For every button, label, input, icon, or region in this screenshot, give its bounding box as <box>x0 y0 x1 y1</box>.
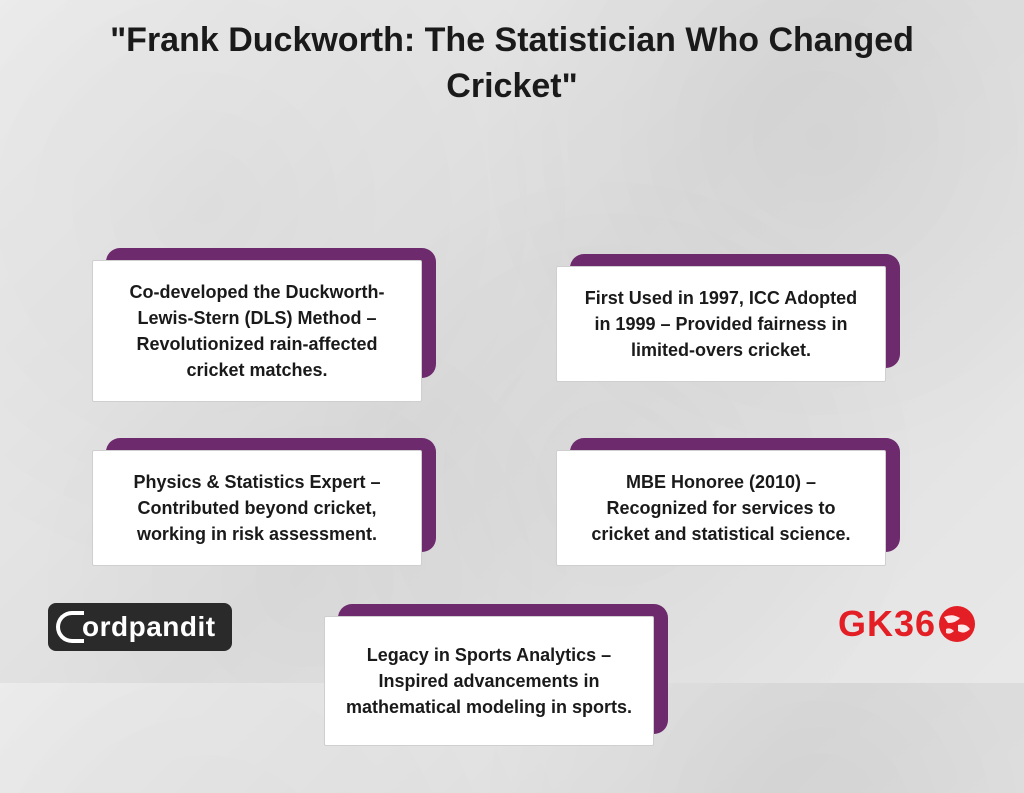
logo-gk360: GK36 <box>838 603 976 645</box>
card-text: Physics & Statistics Expert – Contribute… <box>111 469 403 547</box>
logo-wordpandit-box: ordpandit <box>48 603 232 651</box>
globe-icon <box>938 605 976 643</box>
logo-wordpandit-arc-icon <box>56 611 84 643</box>
card-body: MBE Honoree (2010) – Recognized for serv… <box>556 450 886 566</box>
card-text: MBE Honoree (2010) – Recognized for serv… <box>575 469 867 547</box>
card-text: Legacy in Sports Analytics – Inspired ad… <box>343 642 635 720</box>
logo-36-text: 36 <box>894 603 936 645</box>
logo-gk-text: GK <box>838 603 894 645</box>
card-text: Co-developed the Duckworth-Lewis-Stern (… <box>111 279 403 383</box>
info-card: Physics & Statistics Expert – Contribute… <box>92 450 422 564</box>
card-body: Legacy in Sports Analytics – Inspired ad… <box>324 616 654 746</box>
info-card: MBE Honoree (2010) – Recognized for serv… <box>556 450 886 564</box>
card-body: First Used in 1997, ICC Adopted in 1999 … <box>556 266 886 382</box>
card-text: First Used in 1997, ICC Adopted in 1999 … <box>575 285 867 363</box>
logo-wordpandit: ordpandit <box>48 603 232 651</box>
info-card: Legacy in Sports Analytics – Inspired ad… <box>324 616 654 746</box>
logo-wordpandit-text: ordpandit <box>82 611 216 643</box>
card-body: Physics & Statistics Expert – Contribute… <box>92 450 422 566</box>
cards-container: Co-developed the Duckworth-Lewis-Stern (… <box>0 110 1024 793</box>
title-text: "Frank Duckworth: The Statistician Who C… <box>110 21 914 105</box>
page-title: "Frank Duckworth: The Statistician Who C… <box>0 0 1024 110</box>
info-card: First Used in 1997, ICC Adopted in 1999 … <box>556 266 886 380</box>
info-card: Co-developed the Duckworth-Lewis-Stern (… <box>92 260 422 390</box>
card-body: Co-developed the Duckworth-Lewis-Stern (… <box>92 260 422 402</box>
